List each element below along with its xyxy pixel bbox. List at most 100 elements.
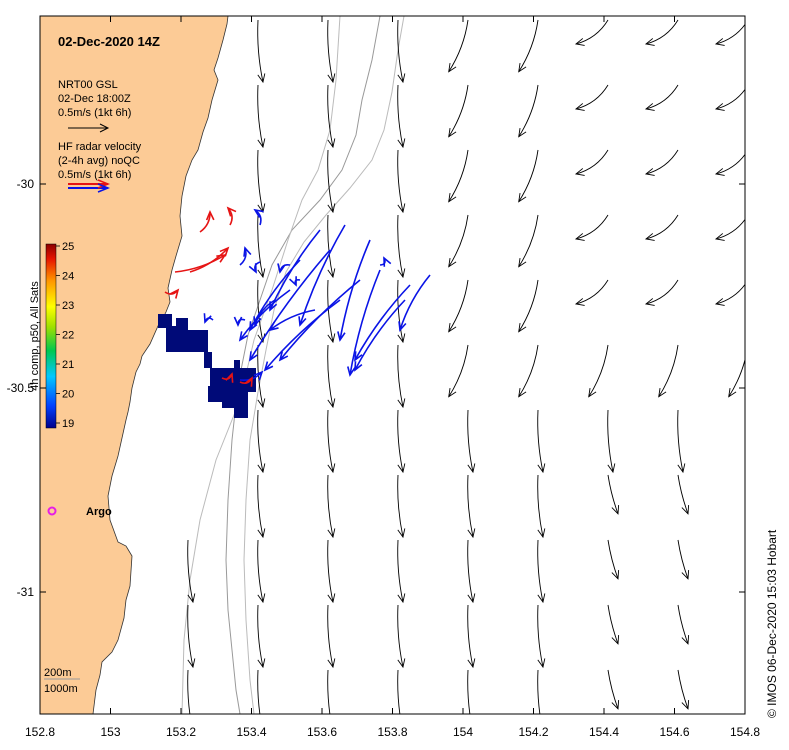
legend-radar-scale: 0.5m/s (1kt 6h) xyxy=(58,169,131,181)
radar-arrow-blue xyxy=(263,299,341,372)
model-arrow xyxy=(397,344,406,409)
model-arrow xyxy=(644,84,679,111)
argo-float: Argo xyxy=(47,506,112,518)
radar-arrow-blue xyxy=(268,309,316,332)
x-tick-label: 153.2 xyxy=(166,725,196,739)
model-arrow xyxy=(467,604,476,669)
radar-arrow-blue xyxy=(379,256,392,267)
model-arrow xyxy=(607,474,620,515)
sst-colorbar: 25 24 23 22 21 20 19 4h comp, p50, All Sats xyxy=(29,241,74,430)
radar-arrow-blue xyxy=(288,276,301,287)
isobath-inner xyxy=(181,16,341,714)
model-arrow xyxy=(677,604,690,645)
radar-arrow-blue xyxy=(233,316,246,327)
model-arrow xyxy=(537,409,546,474)
model-arrow xyxy=(714,23,745,46)
model-arrow xyxy=(677,409,686,474)
isobath-label-1000m: 1000m xyxy=(44,683,78,695)
radar-arrow-red xyxy=(226,206,237,226)
model-arrow xyxy=(748,475,759,514)
model-arrow xyxy=(574,149,609,176)
model-arrow xyxy=(714,153,745,176)
model-arrow xyxy=(187,604,196,669)
model-arrow xyxy=(257,409,266,474)
radar-arrow-blue xyxy=(278,279,361,362)
x-tick-label: 153.6 xyxy=(307,725,337,739)
colorbar-tick-label: 22 xyxy=(62,330,74,342)
legend-radar-avg: (2-4h avg) noQC xyxy=(58,155,140,167)
model-arrow xyxy=(677,669,690,710)
radar-arrow-blue xyxy=(253,299,276,327)
radar-arrow-red xyxy=(189,246,230,273)
radar-arrow-red xyxy=(221,372,234,383)
model-arrow xyxy=(467,474,476,539)
model-arrow xyxy=(327,604,336,669)
model-arrow xyxy=(537,474,546,539)
credit-text: © IMOS 06-Dec-2020 15:03 Hobart xyxy=(765,529,779,718)
radar-arrow-blue xyxy=(248,261,261,274)
model-arrow xyxy=(574,214,609,241)
colorbar-gradient xyxy=(45,243,57,429)
model-arrow xyxy=(397,409,406,474)
radar-arrow-blue xyxy=(354,299,406,372)
y-tick-label: -31 xyxy=(17,585,35,599)
colorbar-tick-label: 23 xyxy=(62,300,74,312)
model-current-arrows xyxy=(187,19,759,714)
model-arrow xyxy=(644,149,679,176)
argo-marker xyxy=(47,506,57,516)
model-arrow xyxy=(257,84,266,149)
map-title: 02-Dec-2020 14Z xyxy=(58,34,160,49)
model-arrow xyxy=(397,669,401,714)
model-arrow xyxy=(257,604,266,669)
radar-arrow-blue xyxy=(253,208,264,226)
radar-arrow-blue xyxy=(354,284,411,362)
model-arrow xyxy=(448,149,469,203)
legend: NRT00 GSL 02-Dec 18:00Z 0.5m/s (1kt 6h) … xyxy=(58,79,142,193)
model-arrow xyxy=(518,84,539,138)
model-arrow xyxy=(714,283,745,306)
model-arrow xyxy=(397,474,406,539)
model-arrow xyxy=(327,84,336,149)
isobath-1000m xyxy=(243,16,405,714)
x-tick-label: 154.2 xyxy=(518,725,548,739)
legend-model-scale: 0.5m/s (1kt 6h) xyxy=(58,107,131,119)
model-arrow xyxy=(588,344,609,398)
model-arrow xyxy=(748,540,759,579)
model-arrow xyxy=(257,539,266,604)
model-arrow xyxy=(397,539,406,604)
model-arrow xyxy=(644,214,679,241)
x-tick-label: 153 xyxy=(100,725,120,739)
model-arrow xyxy=(467,539,476,604)
model-arrow xyxy=(728,357,745,398)
model-arrow xyxy=(257,214,266,279)
model-arrow xyxy=(518,214,539,268)
colorbar-tick-label: 24 xyxy=(62,271,74,283)
legend-model-arrow xyxy=(68,123,110,133)
model-arrow xyxy=(537,539,546,604)
model-arrow xyxy=(518,19,539,73)
y-axis: -30 -30.5 -31 xyxy=(7,177,745,599)
model-arrow xyxy=(397,279,406,344)
model-arrow xyxy=(327,539,336,604)
radar-arrow-blue xyxy=(239,246,252,266)
colorbar-label: 4h comp, p50, All Sats xyxy=(29,281,41,391)
australian-coastline-land xyxy=(40,16,229,714)
model-arrow xyxy=(397,84,406,149)
model-arrow xyxy=(518,279,539,333)
model-arrow xyxy=(327,214,336,279)
model-arrow xyxy=(448,19,469,73)
model-arrow xyxy=(607,539,620,580)
x-tick-label: 153.4 xyxy=(236,725,266,739)
model-arrow xyxy=(257,149,266,214)
model-arrow xyxy=(448,344,469,398)
radar-arrow-red xyxy=(199,210,215,233)
model-arrow xyxy=(448,214,469,268)
legend-model-name: NRT00 GSL xyxy=(58,79,118,91)
radar-arrow-blue xyxy=(238,289,291,342)
argo-label: Argo xyxy=(86,506,112,518)
model-arrow xyxy=(607,669,620,710)
model-arrow xyxy=(327,474,336,539)
colorbar-tick-label: 25 xyxy=(62,241,74,253)
